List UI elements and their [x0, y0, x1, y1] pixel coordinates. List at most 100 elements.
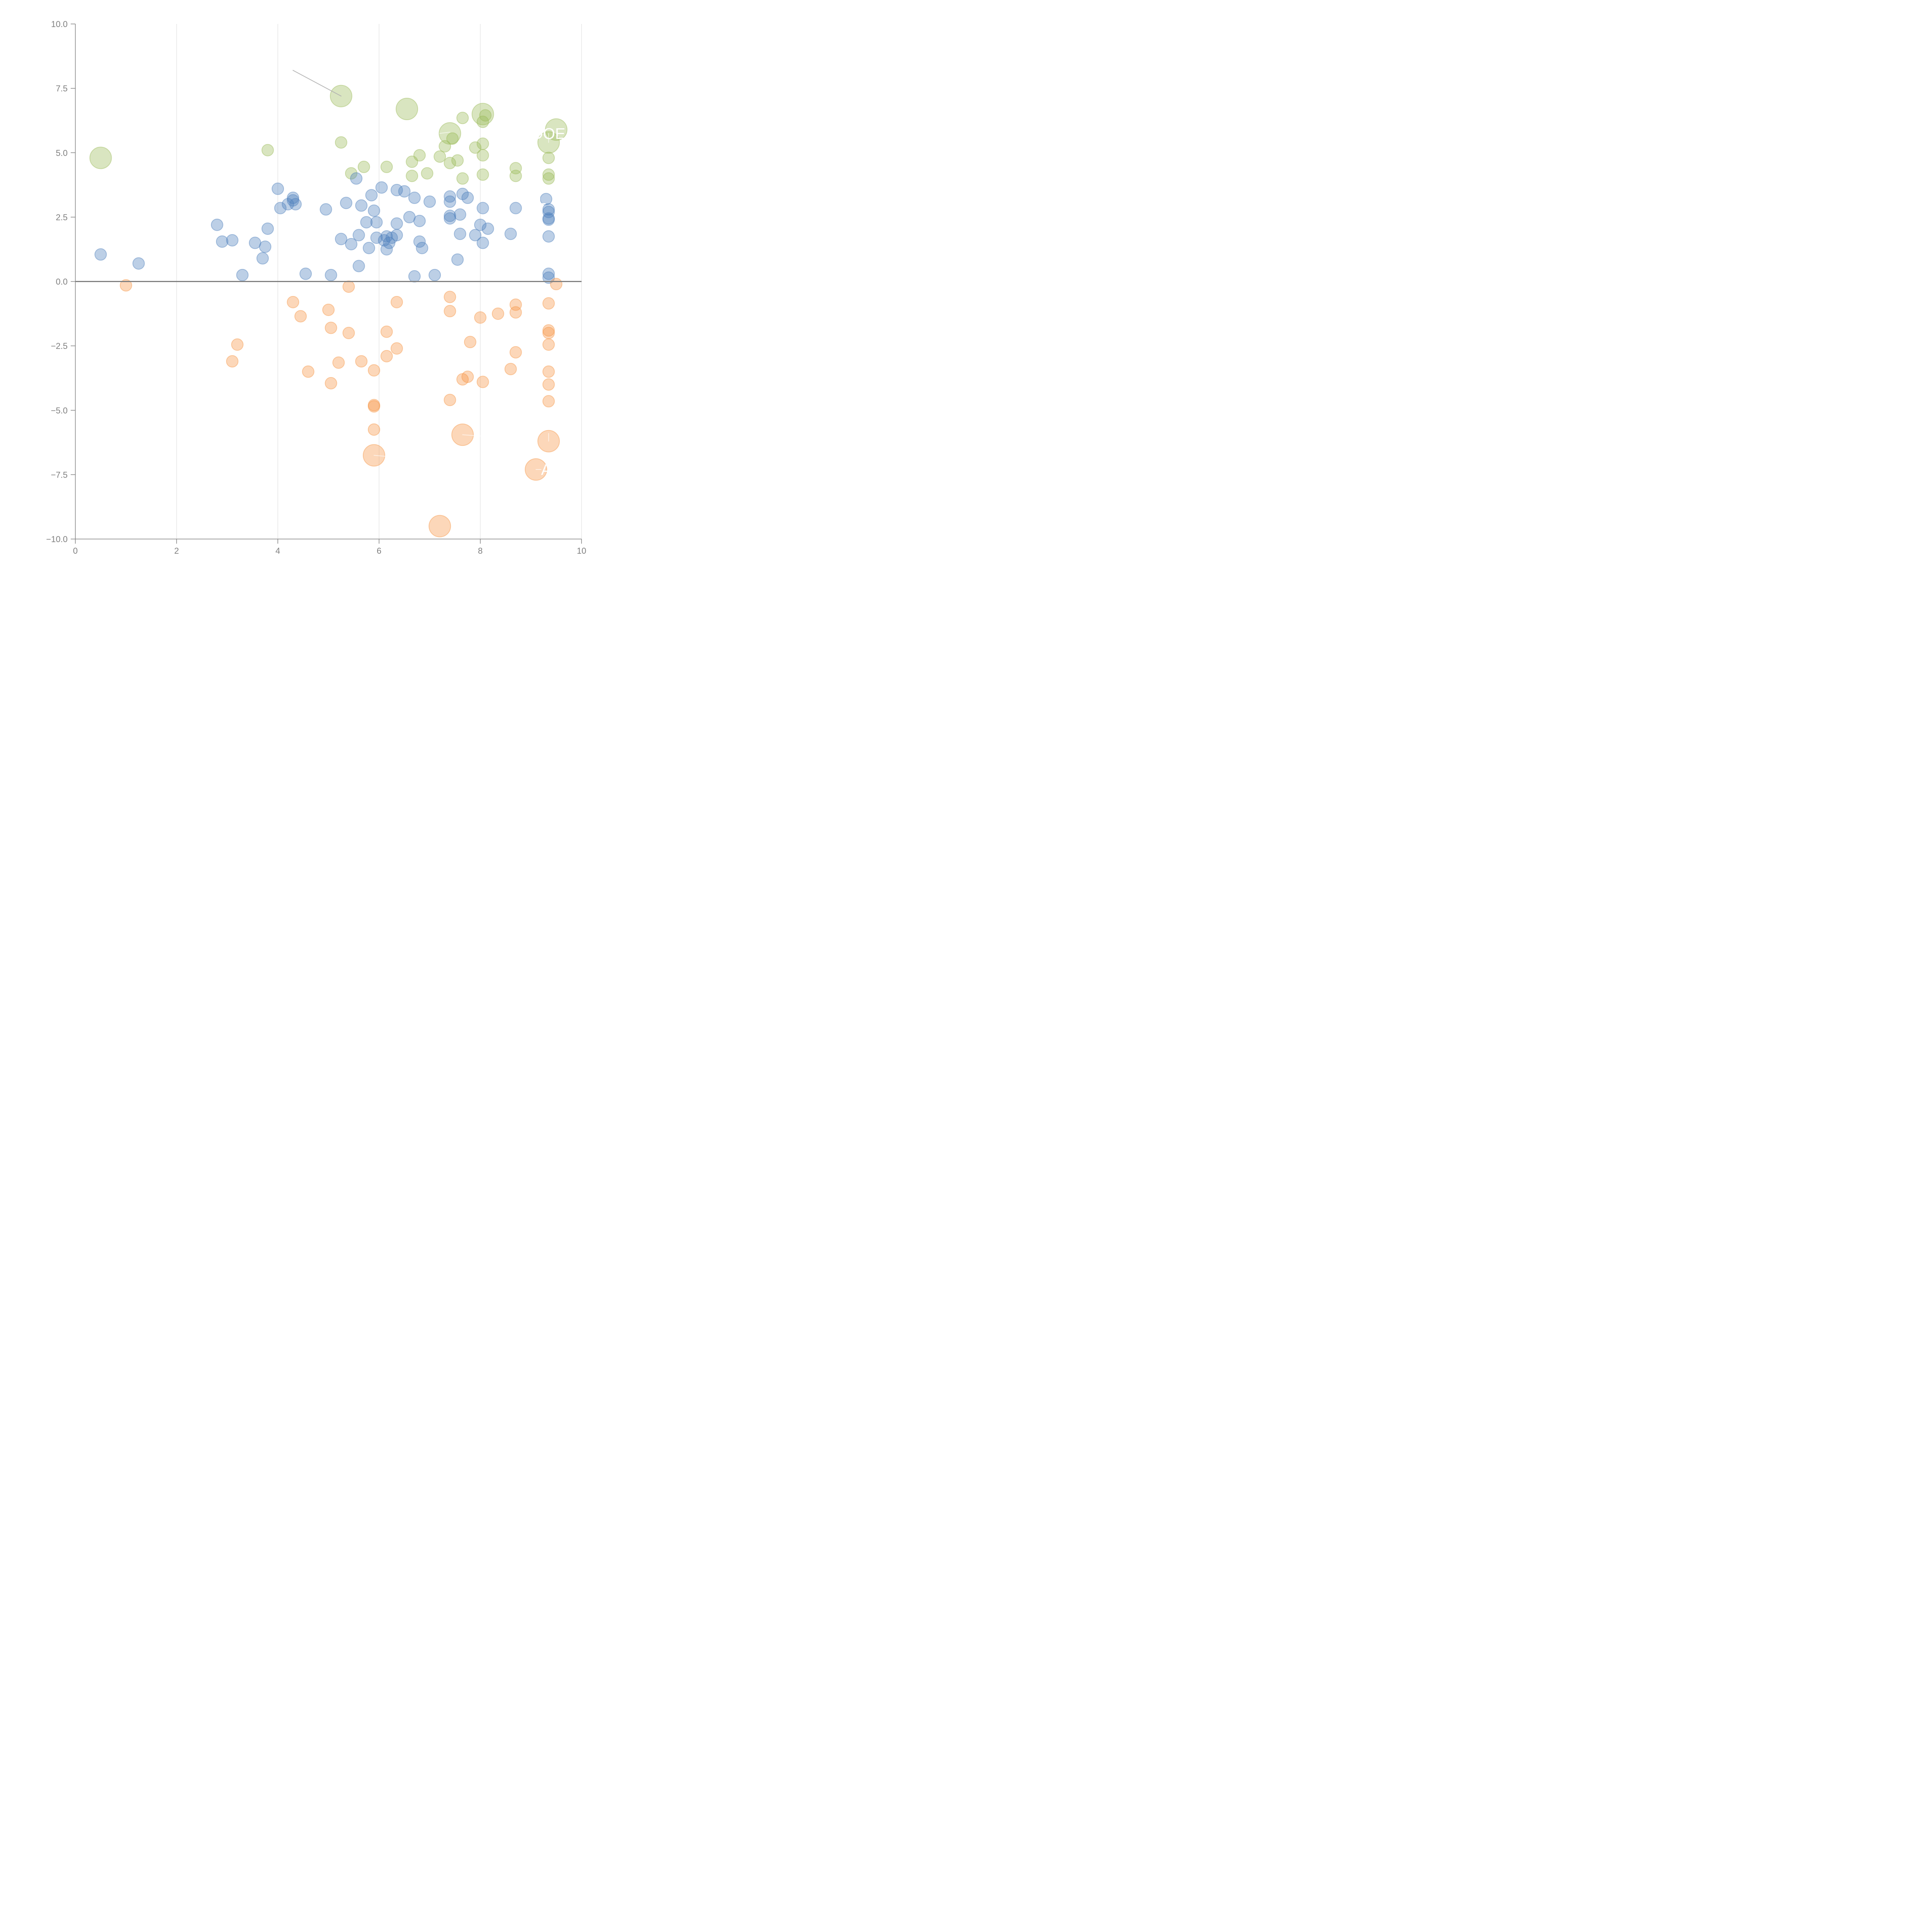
bubble-point[interactable]	[476, 168, 489, 181]
bubble-point[interactable]	[542, 206, 555, 218]
bubble-point[interactable]	[542, 172, 555, 185]
bubble-point[interactable]	[231, 338, 244, 351]
bubble-point[interactable]	[380, 325, 393, 338]
bubble-point[interactable]	[476, 149, 489, 162]
bubble-point[interactable]	[492, 307, 504, 320]
bubble-point[interactable]	[367, 400, 380, 413]
bubble-point[interactable]	[289, 198, 302, 211]
bubble-point[interactable]	[352, 260, 365, 272]
bubble-point[interactable]	[429, 515, 451, 537]
bubble-point[interactable]	[325, 269, 337, 281]
bubble-point[interactable]	[474, 311, 486, 324]
bubble-point[interactable]	[408, 270, 421, 283]
bubble-point[interactable]	[542, 212, 555, 225]
bubble-point[interactable]	[355, 199, 368, 212]
bubble-point[interactable]	[380, 160, 393, 173]
bubble-point[interactable]	[421, 167, 434, 180]
bubble-point[interactable]	[332, 356, 345, 369]
bubble-point[interactable]	[451, 154, 464, 167]
bubble-point[interactable]	[406, 170, 418, 182]
bubble-point[interactable]	[542, 338, 555, 351]
bubble-point[interactable]	[474, 218, 486, 231]
bubble-point[interactable]	[287, 194, 299, 207]
bubble-point[interactable]	[325, 321, 337, 334]
bubble-point[interactable]	[542, 203, 555, 216]
bubble-point[interactable]	[451, 253, 464, 266]
bubble-point[interactable]	[390, 229, 403, 242]
bubble-point[interactable]	[509, 170, 522, 182]
bubble-point[interactable]	[350, 172, 363, 185]
bubble-point[interactable]	[370, 231, 383, 244]
bubble-point[interactable]	[380, 243, 393, 256]
bubble-point[interactable]	[406, 155, 418, 168]
bubble-point[interactable]	[444, 305, 456, 318]
bubble-point[interactable]	[542, 151, 555, 164]
bubble-point[interactable]	[456, 187, 469, 200]
bubble-point[interactable]	[236, 269, 249, 281]
bubble-point[interactable]	[367, 364, 380, 377]
bubble-point[interactable]	[509, 202, 522, 214]
bubble-point[interactable]	[469, 141, 481, 154]
bubble-point[interactable]	[365, 189, 378, 202]
bubble-point[interactable]	[476, 137, 489, 150]
bubble-point[interactable]	[444, 156, 456, 169]
bubble-point[interactable]	[454, 228, 466, 240]
bubble-point[interactable]	[542, 378, 555, 391]
bubble-point[interactable]	[509, 346, 522, 359]
bubble-point[interactable]	[274, 202, 287, 214]
bubble-point[interactable]	[461, 191, 474, 204]
bubble-point[interactable]	[259, 240, 272, 253]
bubble-point[interactable]	[461, 371, 474, 383]
bubble-point[interactable]	[504, 363, 517, 376]
bubble-point[interactable]	[413, 235, 426, 248]
bubble-point[interactable]	[390, 217, 403, 230]
bubble-point[interactable]	[545, 118, 568, 141]
bubble-point[interactable]	[446, 132, 459, 145]
bubble-point[interactable]	[89, 146, 112, 169]
bubble-point[interactable]	[249, 236, 262, 249]
bubble-point[interactable]	[542, 267, 555, 280]
bubble-point[interactable]	[542, 395, 555, 408]
bubble-point[interactable]	[226, 355, 239, 368]
bubble-point[interactable]	[444, 394, 456, 406]
bubble-point[interactable]	[342, 280, 355, 293]
bubble-point[interactable]	[302, 365, 315, 378]
bubble-point[interactable]	[416, 242, 429, 254]
bubble-point[interactable]	[287, 191, 299, 204]
bubble-point[interactable]	[509, 306, 522, 319]
bubble-point[interactable]	[444, 209, 456, 222]
bubble-point[interactable]	[398, 185, 411, 198]
bubble-point[interactable]	[375, 181, 388, 194]
bubble-point[interactable]	[335, 233, 347, 245]
bubble-point[interactable]	[456, 172, 469, 185]
bubble-point[interactable]	[342, 327, 355, 339]
bubble-point[interactable]	[345, 167, 357, 180]
bubble-point[interactable]	[434, 150, 446, 163]
bubble-point[interactable]	[476, 376, 489, 388]
bubble-point[interactable]	[120, 279, 132, 292]
bubble-point[interactable]	[542, 168, 555, 181]
bubble-point[interactable]	[542, 324, 555, 337]
bubble-point[interactable]	[345, 238, 357, 250]
bubble-point[interactable]	[504, 228, 517, 240]
bubble-point[interactable]	[360, 216, 373, 229]
bubble-point[interactable]	[408, 191, 421, 204]
bubble-point[interactable]	[380, 350, 393, 362]
bubble-point[interactable]	[370, 216, 383, 229]
bubble-point[interactable]	[390, 296, 403, 308]
bubble-point[interactable]	[132, 257, 145, 270]
bubble-point[interactable]	[542, 327, 555, 339]
bubble-point[interactable]	[390, 184, 403, 196]
bubble-point[interactable]	[413, 149, 426, 162]
bubble-point[interactable]	[362, 242, 375, 254]
bubble-point[interactable]	[272, 182, 284, 195]
bubble-point[interactable]	[380, 230, 393, 243]
bubble-point[interactable]	[396, 97, 418, 120]
bubble-point[interactable]	[261, 144, 274, 156]
bubble-point[interactable]	[367, 204, 380, 217]
bubble-point[interactable]	[385, 231, 398, 244]
bubble-point[interactable]	[367, 423, 380, 436]
bubble-point[interactable]	[352, 229, 365, 242]
bubble-point[interactable]	[403, 211, 416, 223]
bubble-point[interactable]	[476, 116, 489, 128]
